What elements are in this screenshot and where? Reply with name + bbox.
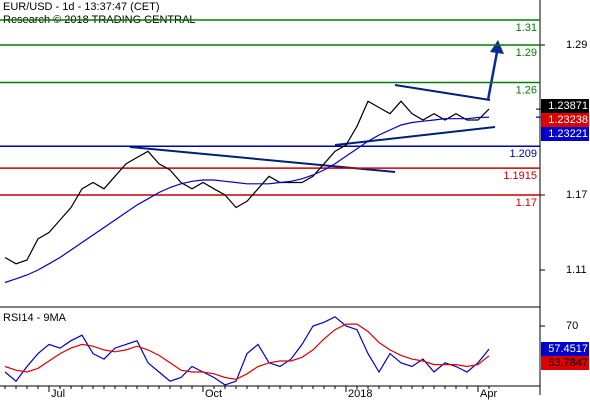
- level-label: 1.29: [516, 47, 537, 59]
- forecast-arrow: [486, 51, 499, 101]
- level-label: 1.17: [516, 197, 537, 209]
- level-label: 1.31: [516, 22, 537, 34]
- series-line: [4, 323, 490, 381]
- series-line: [4, 100, 490, 265]
- x-tick-label: Apr: [480, 388, 497, 400]
- level-label: 1.26: [516, 84, 537, 96]
- price-label: 1.23221: [548, 128, 588, 140]
- price-label: 1.23238: [548, 114, 588, 126]
- rsi-title: RSI14 - 9MA: [3, 312, 67, 324]
- y-tick-label: 1.29: [566, 39, 587, 51]
- chart-title: EUR/USD - 1d - 13:37:47 (CET): [3, 1, 160, 13]
- series-line: [4, 116, 490, 284]
- y-tick-label: 1.17: [566, 189, 587, 201]
- trendline: [394, 84, 491, 101]
- rsi-label: 57.4517: [548, 343, 588, 355]
- x-tick-label: 2018: [348, 388, 372, 400]
- rsi-label: 53.7847: [548, 357, 588, 369]
- arrow-head: [490, 40, 504, 54]
- price-box: [541, 113, 589, 127]
- rsi-box: [541, 356, 589, 370]
- price-label: 1.23871: [548, 100, 588, 112]
- x-tick-label: Jul: [51, 388, 65, 400]
- level-label: 1.209: [509, 148, 537, 160]
- price-box: [541, 127, 589, 141]
- y-tick-label: 1.11: [566, 264, 587, 276]
- series-line: [4, 316, 490, 386]
- y-tick-label: 70: [566, 320, 578, 332]
- rsi-box: [541, 342, 589, 356]
- x-tick-label: Oct: [205, 388, 222, 400]
- trendline: [334, 126, 496, 146]
- level-label: 1.1915: [503, 170, 537, 182]
- price-box: [541, 99, 589, 113]
